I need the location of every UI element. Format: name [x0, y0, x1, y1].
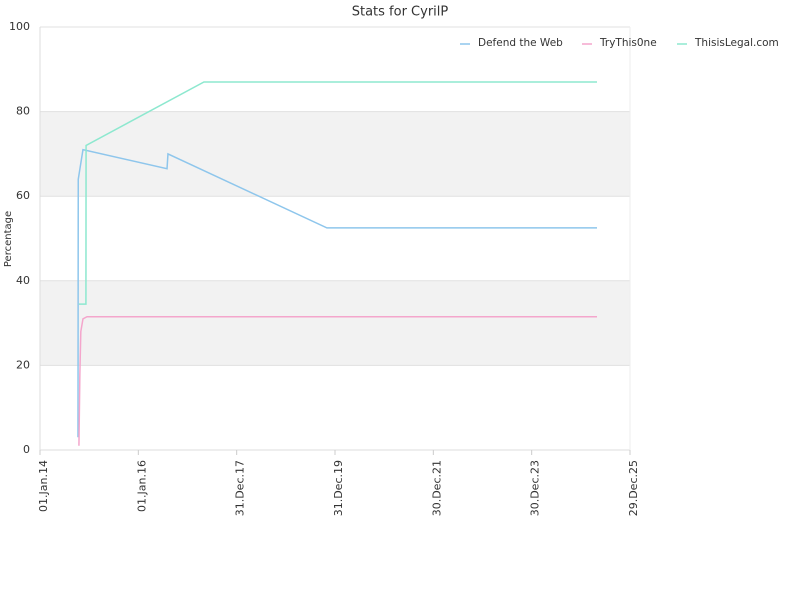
- legend-label: TryThis0ne: [599, 37, 657, 49]
- legend-label: ThisisLegal.com: [694, 37, 779, 49]
- x-tick-label: 01.Jan.14: [37, 460, 50, 512]
- y-tick-label: 100: [9, 20, 30, 33]
- series-line: [77, 148, 597, 438]
- legend-label: Defend the Web: [478, 37, 563, 49]
- x-tick-label: 30.Dec.23: [529, 460, 542, 516]
- grid-band: [40, 280, 630, 366]
- grid-band: [40, 111, 630, 197]
- x-tick-label: 31.Dec.17: [234, 460, 247, 516]
- y-tick-label: 80: [16, 105, 30, 118]
- y-tick-label: 40: [16, 274, 30, 287]
- series-line: [78, 316, 597, 446]
- chart-title: Stats for CyrilP: [352, 5, 449, 20]
- y-tick-label: 60: [16, 189, 30, 202]
- x-tick-label: 01.Jan.16: [135, 460, 148, 512]
- y-axis-label: Percentage: [3, 211, 14, 267]
- x-tick-label: 29.Dec.25: [627, 460, 640, 516]
- y-tick-label: 0: [23, 443, 30, 456]
- x-tick-label: 31.Dec.19: [332, 460, 345, 516]
- y-tick-label: 20: [16, 358, 30, 371]
- x-tick-label: 30.Dec.21: [430, 460, 443, 516]
- series-line: [78, 81, 597, 305]
